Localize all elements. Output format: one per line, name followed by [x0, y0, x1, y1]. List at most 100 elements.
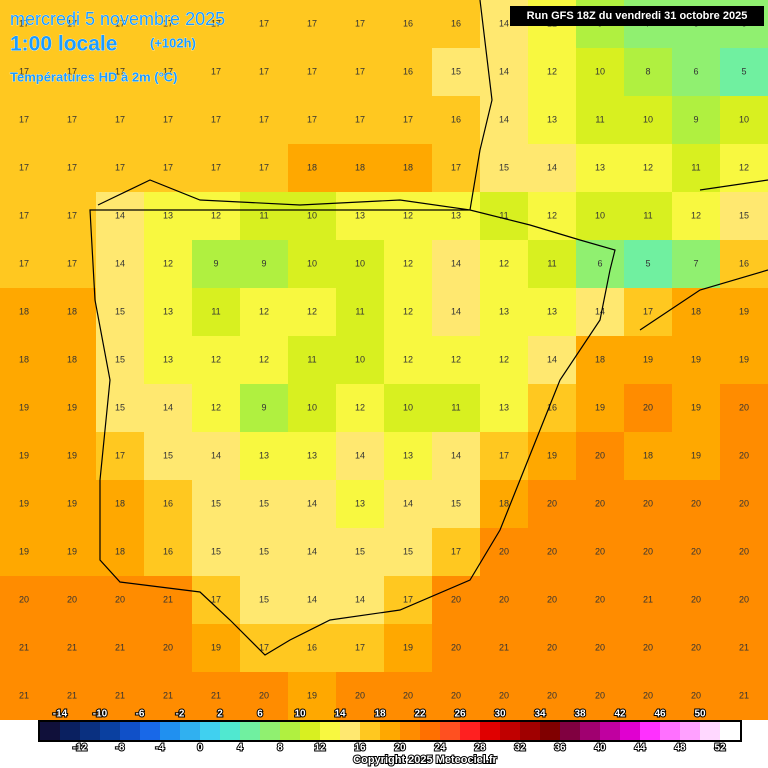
temperature-cell	[576, 384, 624, 432]
temperature-cell	[576, 192, 624, 240]
legend-label: -6	[136, 709, 145, 720]
temperature-value: 14	[355, 450, 365, 460]
temperature-cell	[144, 576, 192, 624]
temperature-value: 17	[19, 114, 29, 124]
temperature-value: 11	[499, 210, 508, 220]
temperature-value: 10	[403, 402, 413, 412]
temperature-value: 17	[211, 18, 221, 28]
temperature-cell	[432, 144, 480, 192]
temperature-cell	[48, 528, 96, 576]
temperature-cell	[240, 96, 288, 144]
temperature-cell	[672, 336, 720, 384]
temperature-cell	[720, 192, 768, 240]
temperature-cell	[432, 240, 480, 288]
legend-label: 8	[277, 743, 283, 754]
temperature-cell	[0, 96, 48, 144]
temperature-value: 11	[643, 210, 652, 220]
temperature-cell	[96, 336, 144, 384]
temperature-value: 20	[643, 402, 653, 412]
temperature-cell	[624, 432, 672, 480]
temperature-value: 17	[643, 306, 653, 316]
temperature-cell	[480, 672, 528, 720]
temperature-value: 12	[451, 354, 461, 364]
temperature-cell	[576, 96, 624, 144]
temperature-value: 19	[67, 546, 77, 556]
temperature-cell	[384, 528, 432, 576]
temperature-value: 16	[163, 498, 173, 508]
temperature-value: 20	[691, 642, 701, 652]
legend-label: 24	[434, 743, 446, 754]
temperature-value: 19	[547, 450, 557, 460]
temperature-value: 11	[547, 258, 556, 268]
temperature-value: 20	[691, 594, 701, 604]
temperature-value: 12	[403, 210, 413, 220]
temperature-value: 13	[307, 450, 317, 460]
legend-label: 28	[474, 743, 486, 754]
temperature-cell	[48, 480, 96, 528]
temperature-value: 17	[115, 66, 125, 76]
temperature-cell	[576, 240, 624, 288]
temperature-value: 21	[739, 690, 749, 700]
legend-swatch	[160, 722, 180, 740]
temperature-value: 13	[547, 114, 557, 124]
temperature-cell	[96, 0, 144, 48]
temperature-cell	[96, 672, 144, 720]
temperature-value: 19	[19, 498, 29, 508]
temperature-cell	[48, 144, 96, 192]
temperature-cell	[672, 288, 720, 336]
legend-swatch	[40, 722, 60, 740]
temperature-cell	[240, 48, 288, 96]
temperature-value: 16	[163, 546, 173, 556]
temperature-cell	[96, 48, 144, 96]
temperature-value: 13	[163, 306, 173, 316]
temperature-value: 17	[19, 18, 29, 28]
temperature-value: 13	[355, 210, 365, 220]
legend-label: 22	[414, 709, 426, 720]
temperature-cell	[624, 96, 672, 144]
legend-swatch	[280, 722, 300, 740]
temperature-cell	[480, 528, 528, 576]
temperature-value: 21	[739, 642, 749, 652]
temperature-value: 18	[403, 162, 413, 172]
temperature-value: 15	[403, 546, 413, 556]
temperature-value: 7	[693, 258, 698, 268]
temperature-cell	[192, 384, 240, 432]
temperature-value: 20	[355, 690, 365, 700]
temperature-cell	[672, 144, 720, 192]
legend-label: 10	[294, 709, 306, 720]
temperature-cell	[528, 48, 576, 96]
temperature-value: 18	[355, 162, 365, 172]
temperature-value: 20	[19, 594, 29, 604]
temperature-cell	[192, 576, 240, 624]
temperature-value: 19	[19, 546, 29, 556]
temperature-value: 9	[213, 258, 218, 268]
temperature-value: 20	[259, 690, 269, 700]
temperature-value: 18	[691, 306, 701, 316]
temperature-cell	[720, 288, 768, 336]
temperature-cell	[48, 240, 96, 288]
legend-swatch	[180, 722, 200, 740]
temperature-cell	[480, 144, 528, 192]
temperature-cell	[48, 432, 96, 480]
temperature-cell	[384, 0, 432, 48]
temperature-value: 12	[259, 306, 269, 316]
legend-swatch	[540, 722, 560, 740]
temperature-value: 12	[691, 210, 701, 220]
temperature-value: 11	[691, 162, 700, 172]
temperature-cell	[528, 672, 576, 720]
temperature-value: 16	[307, 642, 317, 652]
temperature-value: 12	[739, 162, 749, 172]
temperature-value: 20	[595, 498, 605, 508]
temperature-cell	[144, 144, 192, 192]
temperature-cell	[480, 384, 528, 432]
temperature-cell	[144, 480, 192, 528]
temperature-value: 21	[115, 690, 125, 700]
temperature-value: 18	[67, 354, 77, 364]
temperature-cell	[528, 528, 576, 576]
temperature-cell	[672, 672, 720, 720]
temperature-value: 10	[307, 210, 317, 220]
legend-label: 40	[594, 743, 606, 754]
temperature-value: 17	[67, 162, 77, 172]
temperature-cell	[720, 624, 768, 672]
legend-swatch	[620, 722, 640, 740]
